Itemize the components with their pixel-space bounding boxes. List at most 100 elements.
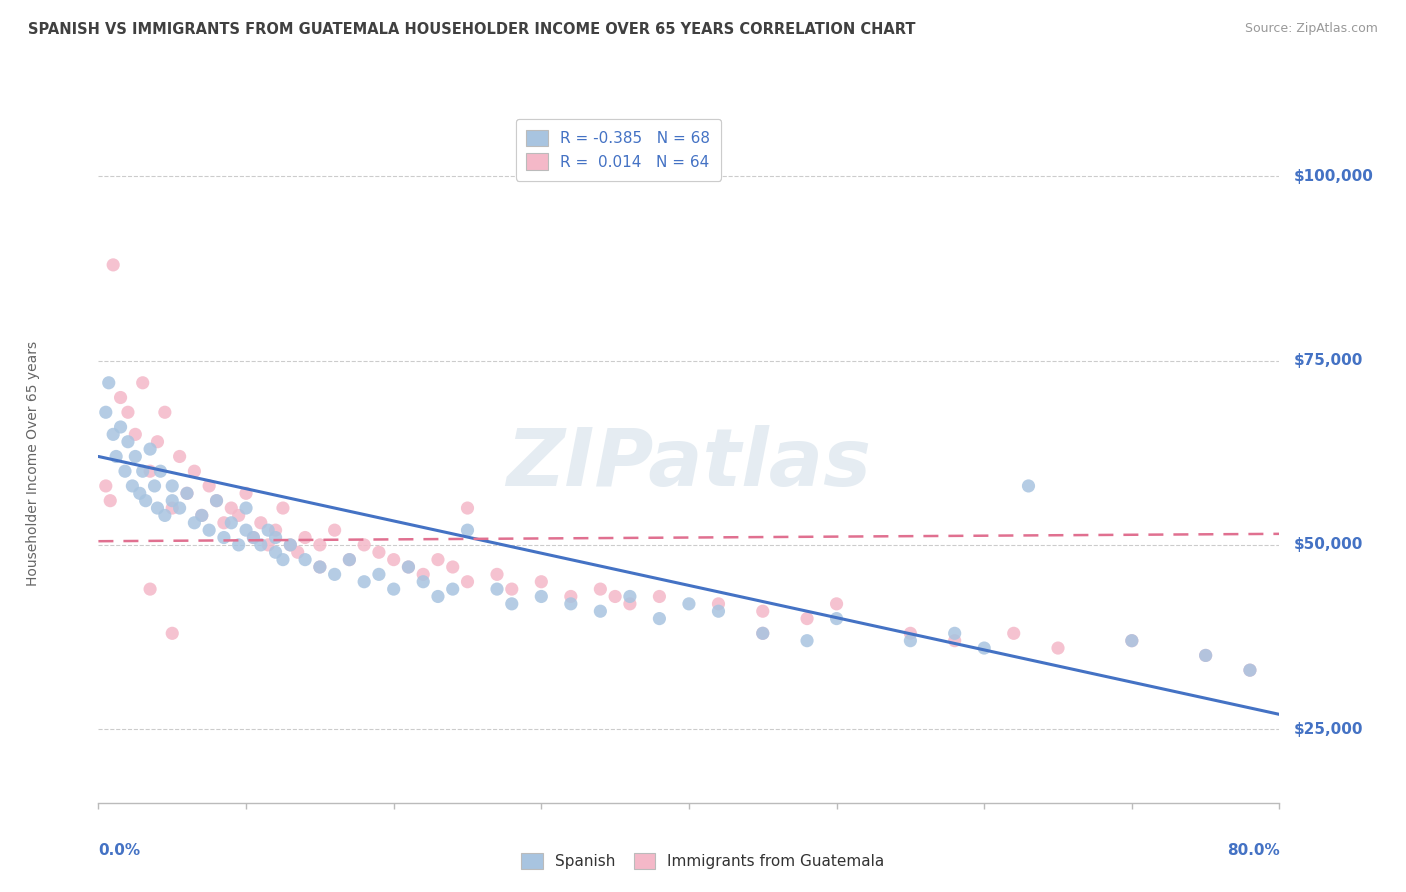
Point <box>191 508 214 523</box>
Point <box>162 479 183 493</box>
Point <box>264 545 287 559</box>
Point <box>619 590 641 604</box>
Point <box>250 516 273 530</box>
Point <box>162 501 183 516</box>
Text: 80.0%: 80.0% <box>1226 844 1279 858</box>
Point <box>250 538 273 552</box>
Point <box>264 523 287 537</box>
Point <box>751 626 773 640</box>
Point <box>121 479 143 493</box>
Point <box>183 516 205 530</box>
Point <box>139 442 162 456</box>
Point <box>751 626 773 640</box>
Point <box>162 493 183 508</box>
Point <box>943 626 966 640</box>
Point <box>605 590 627 604</box>
Point <box>294 552 316 566</box>
Point <box>278 538 302 552</box>
Point <box>486 582 509 596</box>
Point <box>427 552 450 566</box>
Point <box>589 582 612 596</box>
Point <box>94 479 117 493</box>
Point <box>153 405 176 419</box>
Point <box>1002 626 1025 640</box>
Point <box>228 538 250 552</box>
Point <box>943 633 966 648</box>
Text: Source: ZipAtlas.com: Source: ZipAtlas.com <box>1244 22 1378 36</box>
Point <box>900 626 922 640</box>
Point <box>128 486 150 500</box>
Point <box>146 434 169 449</box>
Legend: Spanish, Immigrants from Guatemala: Spanish, Immigrants from Guatemala <box>515 847 891 875</box>
Point <box>337 552 360 566</box>
Point <box>278 538 302 552</box>
Text: 0.0%: 0.0% <box>98 844 141 858</box>
Point <box>169 450 191 464</box>
Point <box>353 538 375 552</box>
Point <box>191 508 214 523</box>
Point <box>98 493 121 508</box>
Point <box>103 427 125 442</box>
Point <box>110 391 132 405</box>
Point <box>368 567 391 582</box>
Point <box>176 486 198 500</box>
Point <box>412 567 434 582</box>
Point <box>235 501 257 516</box>
Text: $100,000: $100,000 <box>1294 169 1374 184</box>
Point <box>212 531 235 545</box>
Point <box>149 464 172 478</box>
Point <box>619 597 641 611</box>
Point <box>1195 648 1218 663</box>
Point <box>751 604 773 618</box>
Point <box>678 597 700 611</box>
Point <box>382 552 405 566</box>
Point <box>796 633 818 648</box>
Point <box>124 427 146 442</box>
Point <box>97 376 120 390</box>
Text: SPANISH VS IMMIGRANTS FROM GUATEMALA HOUSEHOLDER INCOME OVER 65 YEARS CORRELATIO: SPANISH VS IMMIGRANTS FROM GUATEMALA HOU… <box>28 22 915 37</box>
Point <box>368 545 391 559</box>
Point <box>242 531 264 545</box>
Text: ZIPatlas: ZIPatlas <box>506 425 872 503</box>
Point <box>132 464 155 478</box>
Point <box>287 545 309 559</box>
Point <box>441 582 464 596</box>
Point <box>139 582 162 596</box>
Point <box>796 611 818 625</box>
Point <box>353 574 375 589</box>
Point <box>153 508 176 523</box>
Point <box>146 501 169 516</box>
Point <box>212 516 235 530</box>
Point <box>110 420 132 434</box>
Point <box>456 523 478 537</box>
Point <box>139 464 162 478</box>
Point <box>648 611 671 625</box>
Point <box>1121 633 1143 648</box>
Point <box>105 450 128 464</box>
Point <box>900 633 922 648</box>
Point <box>486 567 509 582</box>
Point <box>169 501 191 516</box>
Point <box>589 604 612 618</box>
Point <box>501 597 523 611</box>
Text: $50,000: $50,000 <box>1294 537 1364 552</box>
Point <box>560 597 582 611</box>
Point <box>530 574 553 589</box>
Text: Householder Income Over 65 years: Householder Income Over 65 years <box>27 342 41 586</box>
Point <box>396 560 419 574</box>
Point <box>135 493 157 508</box>
Point <box>1017 479 1039 493</box>
Point <box>825 597 848 611</box>
Point <box>309 560 332 574</box>
Point <box>205 493 228 508</box>
Point <box>396 560 419 574</box>
Point <box>427 590 450 604</box>
Point <box>1239 663 1261 677</box>
Point <box>114 464 136 478</box>
Point <box>1046 641 1069 656</box>
Point <box>257 538 280 552</box>
Point <box>219 516 243 530</box>
Point <box>560 590 582 604</box>
Point <box>271 552 294 566</box>
Point <box>973 641 995 656</box>
